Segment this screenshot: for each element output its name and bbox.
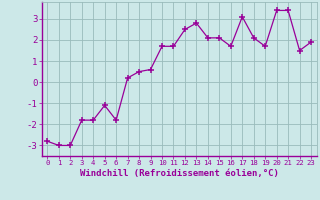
X-axis label: Windchill (Refroidissement éolien,°C): Windchill (Refroidissement éolien,°C)	[80, 169, 279, 178]
